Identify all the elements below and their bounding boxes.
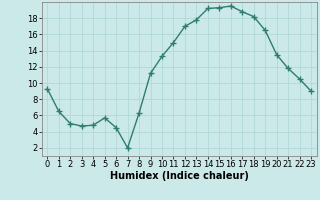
X-axis label: Humidex (Indice chaleur): Humidex (Indice chaleur) [110,171,249,181]
